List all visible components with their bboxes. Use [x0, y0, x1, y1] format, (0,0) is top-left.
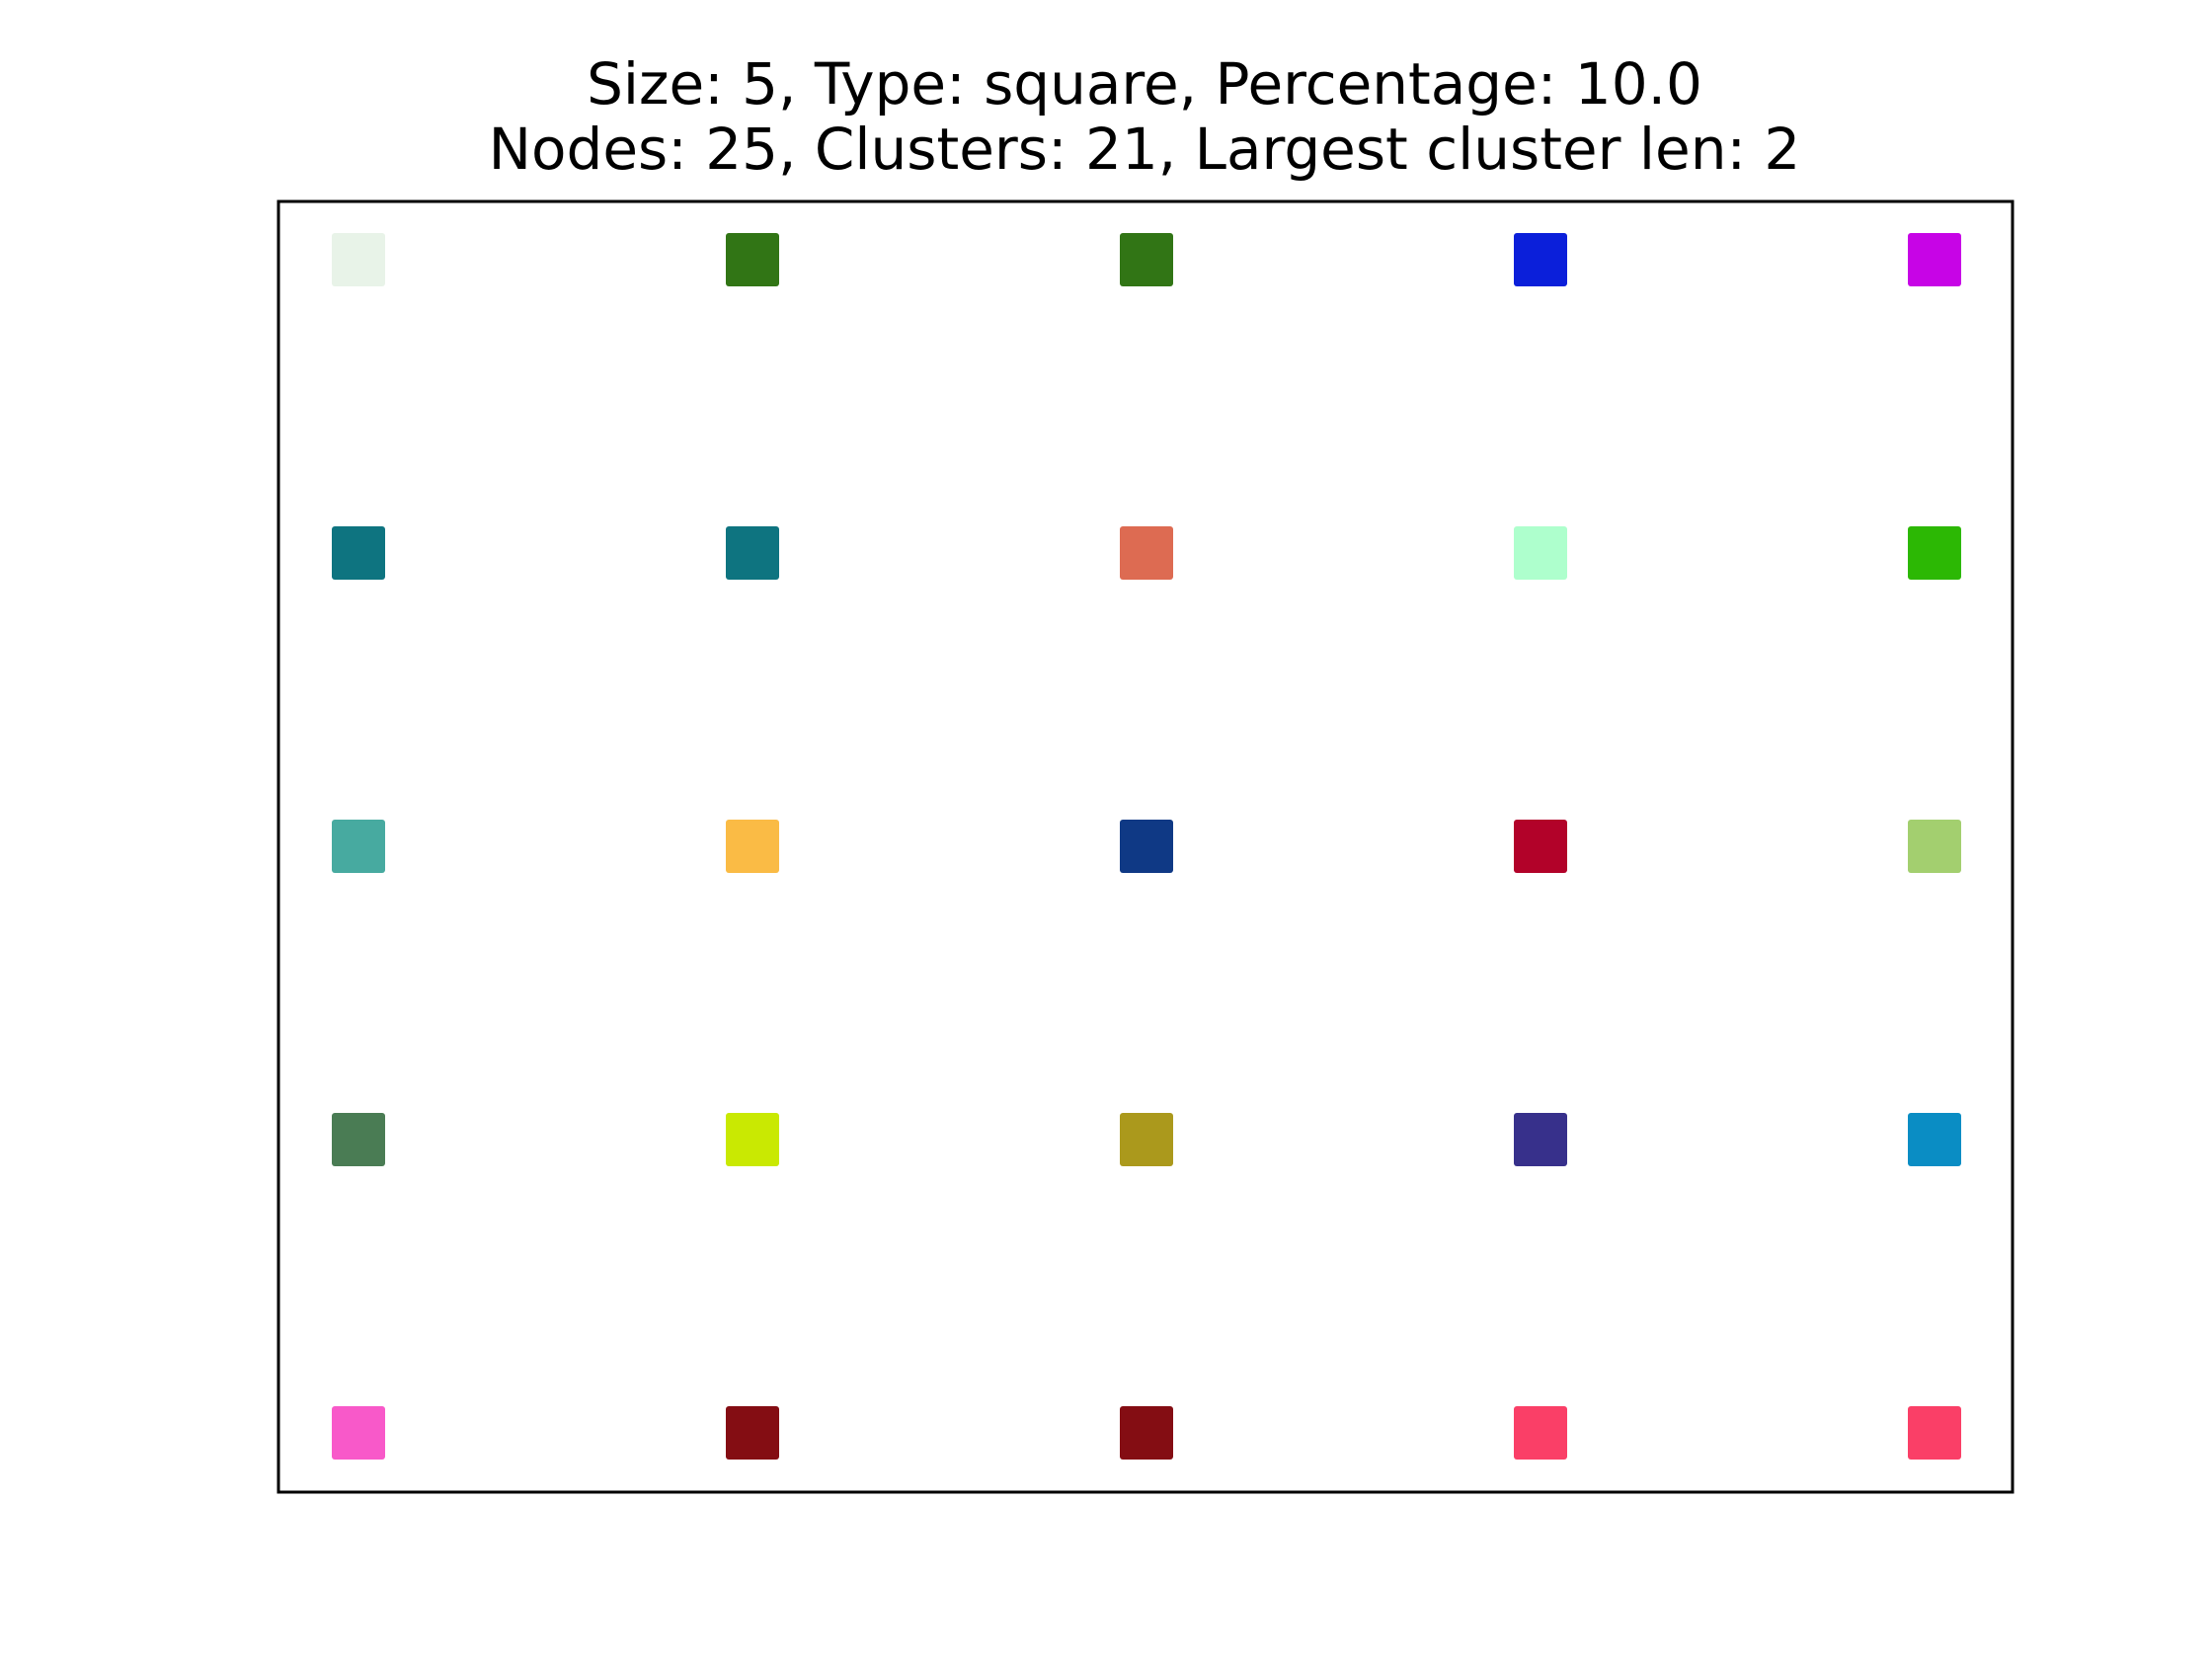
title-line-2: Nodes: 25, Clusters: 21, Largest cluster… [488, 116, 1801, 183]
node-square-r5-c1 [332, 1406, 385, 1460]
node-square-r2-c5 [1908, 526, 1961, 580]
node-square-r3-c1 [332, 820, 385, 873]
node-square-r4-c3 [1120, 1113, 1173, 1166]
node-square-r1-c3 [1120, 233, 1173, 286]
node-square-r5-c5 [1908, 1406, 1961, 1460]
node-square-r1-c2 [726, 233, 779, 286]
node-grid [332, 233, 1961, 1460]
node-square-r2-c4 [1514, 526, 1567, 580]
node-square-r1-c4 [1514, 233, 1567, 286]
node-square-r4-c4 [1514, 1113, 1567, 1166]
node-square-r3-c3 [1120, 820, 1173, 873]
node-square-r2-c1 [332, 526, 385, 580]
node-square-r2-c2 [726, 526, 779, 580]
node-square-r4-c5 [1908, 1113, 1961, 1166]
node-square-r2-c3 [1120, 526, 1173, 580]
node-square-r4-c1 [332, 1113, 385, 1166]
title-line-1: Size: 5, Type: square, Percentage: 10.0 [587, 50, 1702, 118]
plot-frame [276, 199, 2014, 1494]
node-square-r5-c3 [1120, 1406, 1173, 1460]
node-square-r1-c1 [332, 233, 385, 286]
node-square-r3-c4 [1514, 820, 1567, 873]
node-square-r3-c5 [1908, 820, 1961, 873]
node-square-r5-c2 [726, 1406, 779, 1460]
node-square-r1-c5 [1908, 233, 1961, 286]
chart-title: Size: 5, Type: square, Percentage: 10.0 … [0, 51, 2212, 182]
node-square-r5-c4 [1514, 1406, 1567, 1460]
node-square-r4-c2 [726, 1113, 779, 1166]
node-square-r3-c2 [726, 820, 779, 873]
